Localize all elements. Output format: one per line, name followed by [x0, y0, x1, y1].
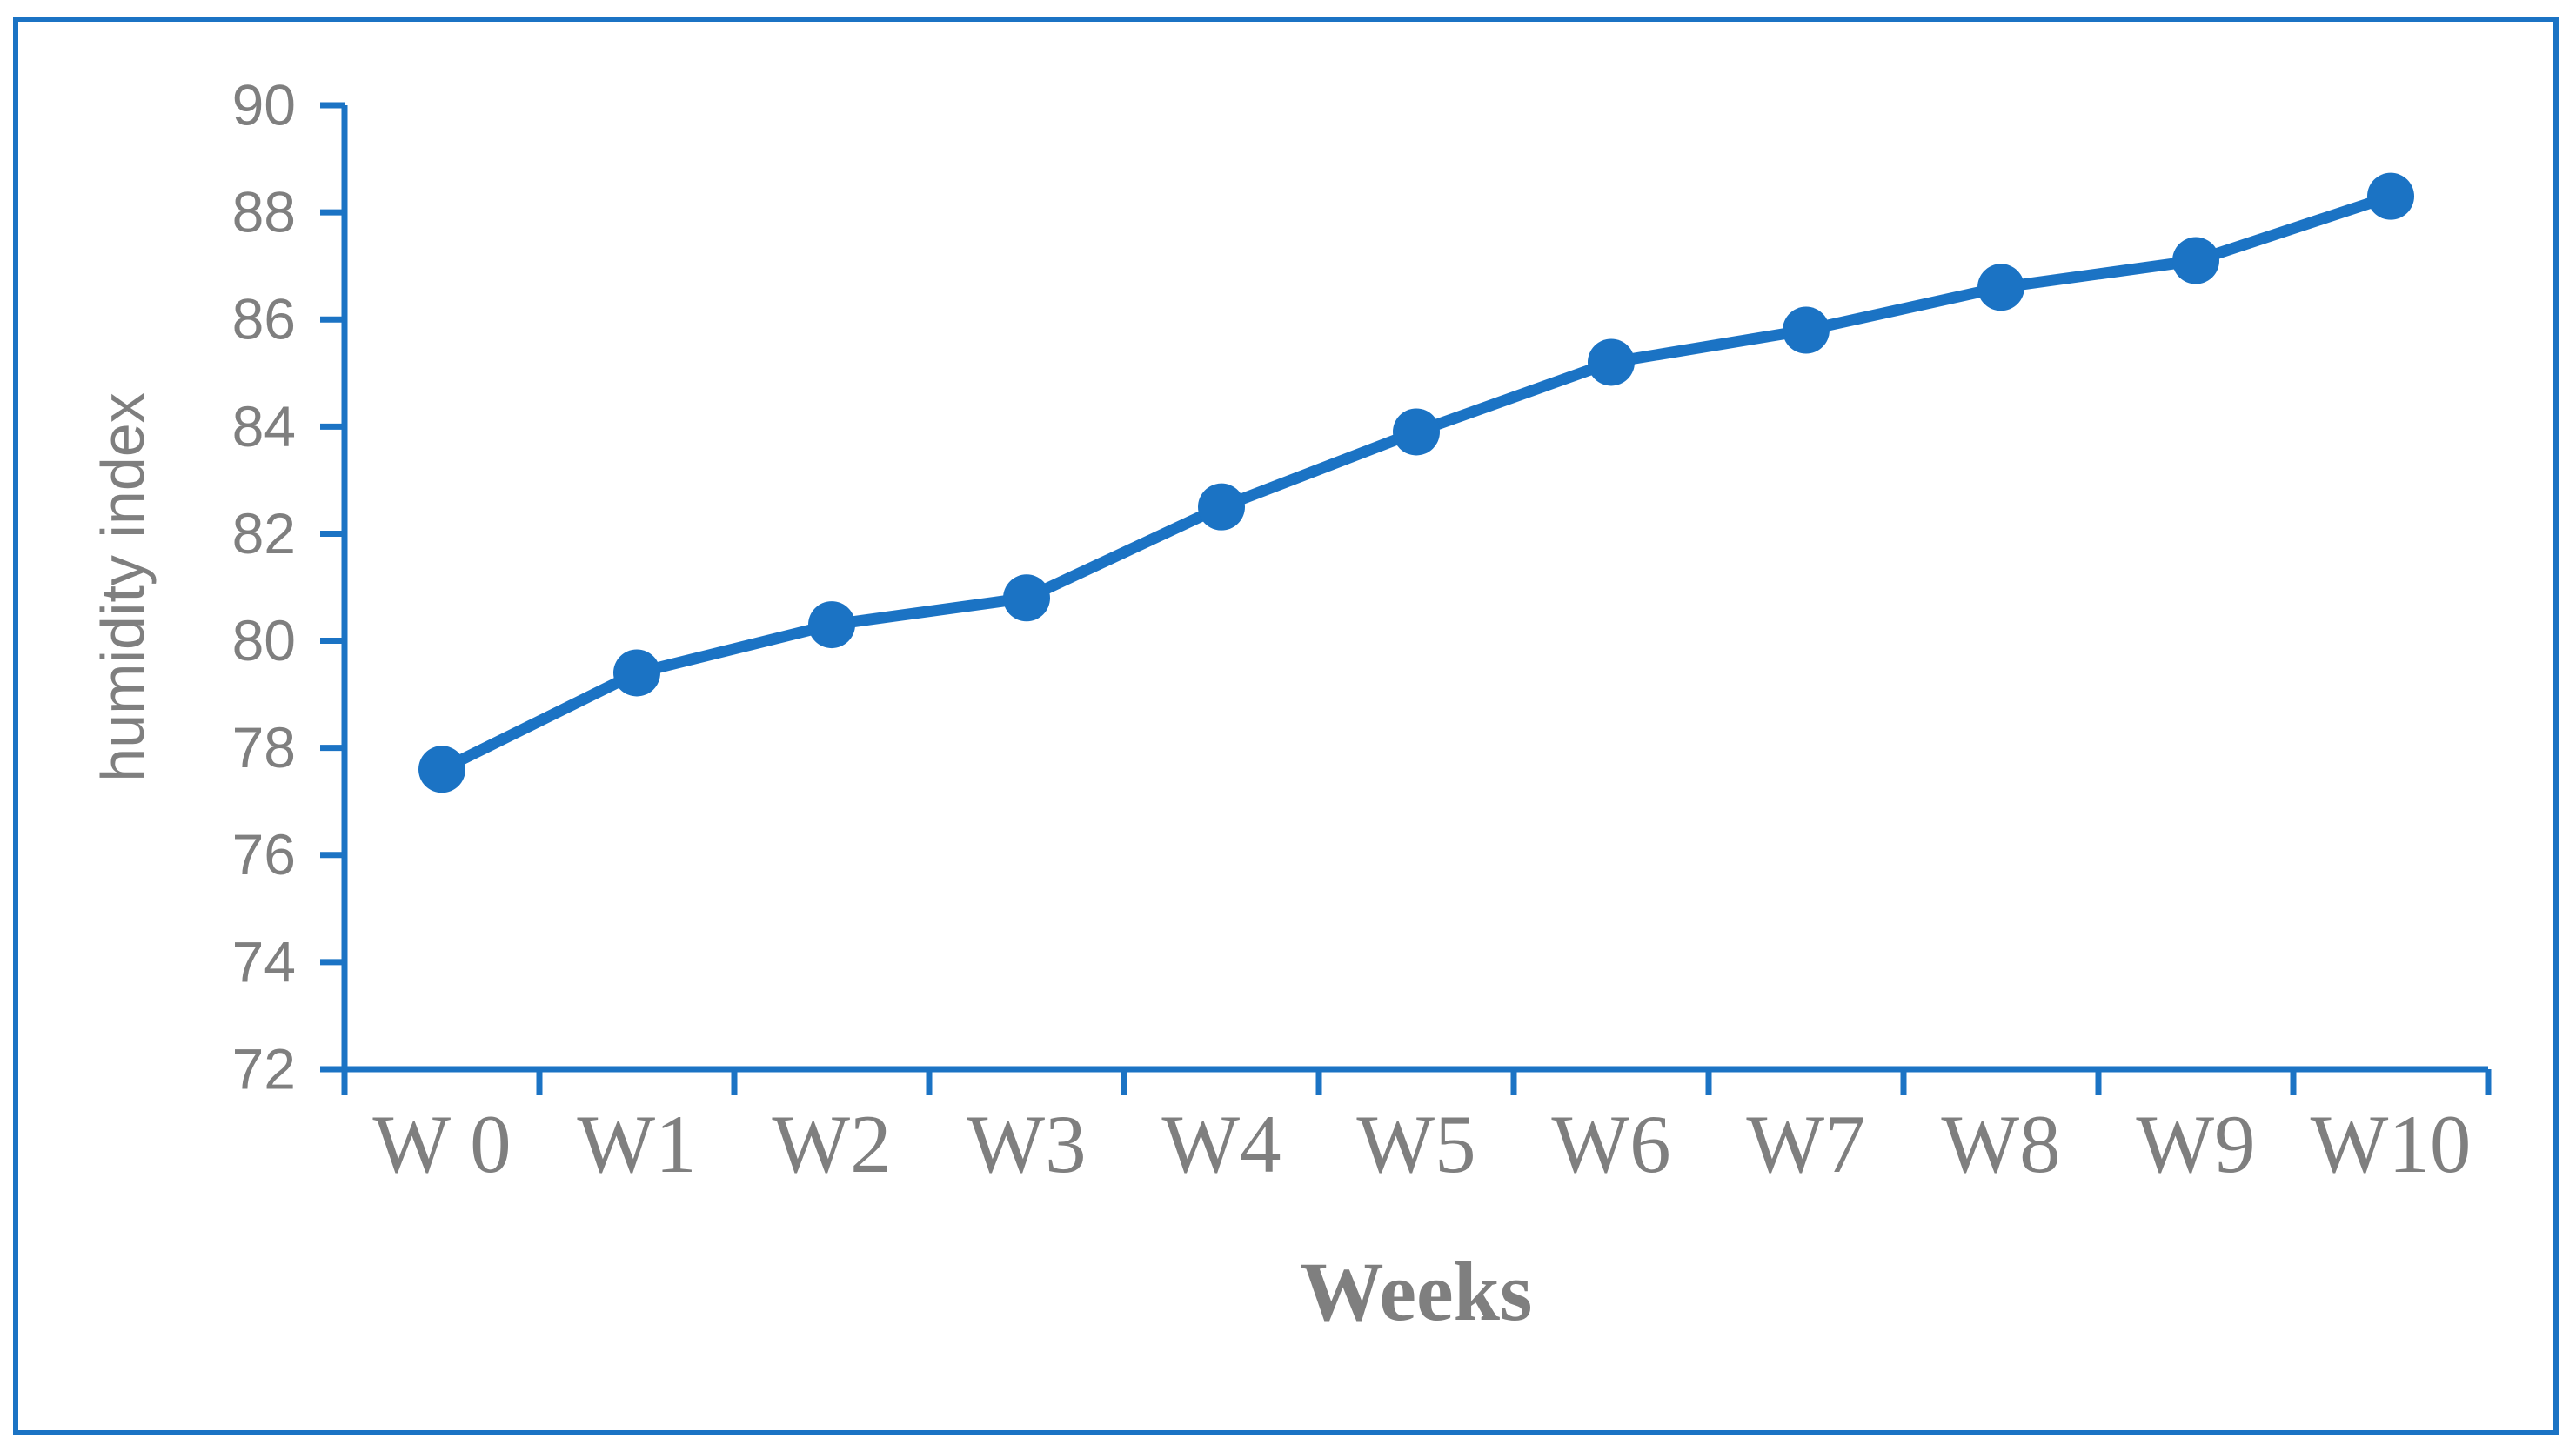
y-tick-label: 86	[232, 287, 296, 351]
y-tick-label: 74	[232, 929, 296, 994]
x-tick-label: W3	[967, 1098, 1086, 1190]
data-point-W7	[1783, 306, 1830, 354]
figure-border	[13, 17, 2559, 1435]
x-axis-title: Weeks	[1301, 1245, 1533, 1338]
y-tick-label: 90	[232, 72, 296, 137]
x-tick-label: W8	[1941, 1098, 2060, 1190]
data-point-W6	[1588, 338, 1635, 386]
x-tick-label: W6	[1551, 1098, 1670, 1190]
data-point-W8	[1977, 264, 2024, 311]
data-point-W1	[613, 649, 660, 697]
x-tick-label: W1	[577, 1098, 696, 1190]
data-point-W5	[1393, 408, 1440, 456]
y-tick-label: 80	[232, 608, 296, 672]
x-tick-label: W7	[1746, 1098, 1865, 1190]
x-tick-label: W5	[1356, 1098, 1475, 1190]
x-tick-label: W10	[2311, 1098, 2472, 1190]
y-axis-title: humidity index	[89, 392, 157, 781]
data-point-W0	[418, 746, 465, 793]
y-tick-label: 88	[232, 180, 296, 244]
y-tick-label: 82	[232, 501, 296, 565]
x-tick-label: W4	[1161, 1098, 1281, 1190]
x-tick-label: W9	[2136, 1098, 2255, 1190]
y-tick-label: 84	[232, 394, 296, 458]
y-tick-label: 78	[232, 715, 296, 780]
x-tick-label: W 0	[372, 1098, 511, 1190]
data-point-W9	[2172, 237, 2219, 284]
data-point-W3	[1003, 574, 1050, 622]
y-tick-label: 76	[232, 822, 296, 887]
x-tick-label: W2	[772, 1098, 891, 1190]
y-tick-label: 72	[232, 1036, 296, 1101]
data-point-W4	[1198, 483, 1245, 531]
data-point-W10	[2367, 172, 2414, 220]
data-point-W2	[808, 601, 855, 649]
series-line-humidity-index	[436, 191, 2397, 775]
